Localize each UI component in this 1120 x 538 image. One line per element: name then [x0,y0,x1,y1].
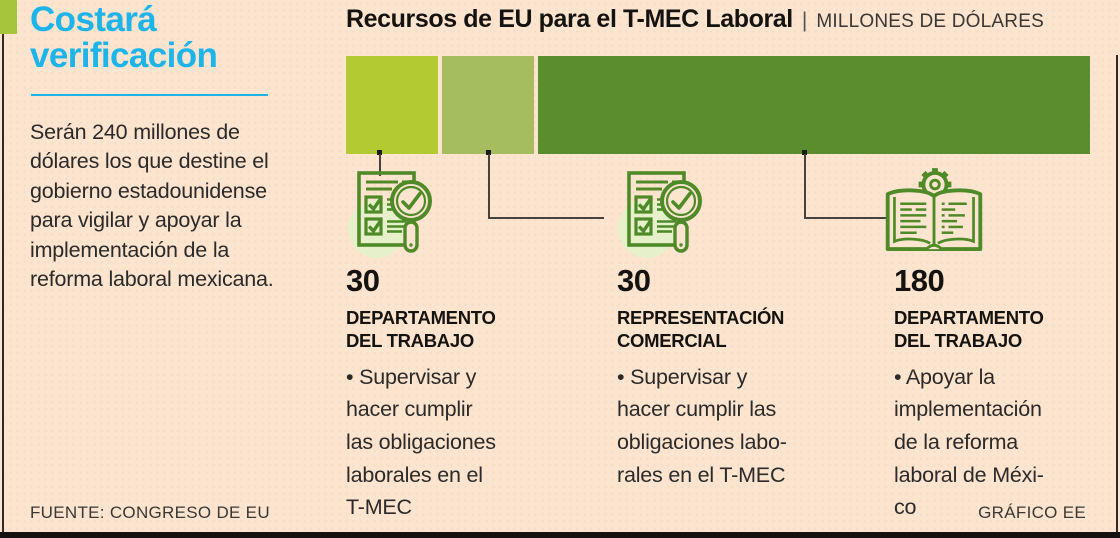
segment-label-2: 30 REPRESENTACIÓN COMERCIAL • Supervisar… [617,263,807,491]
connector-dot-1 [377,150,382,155]
connector-line-2-vertical [488,154,490,218]
chart-units-label: MILLONES DE DÓLARES [816,11,1044,32]
segment-description: • Supervisar y hacer cumplir las obligac… [617,364,787,487]
bar-segment-1 [346,56,438,154]
title-underline [31,94,268,96]
chart-title-separator: | [801,9,808,32]
corner-accent-square [0,0,17,34]
connector-dot-3 [802,150,807,155]
right-border-rule [1116,55,1118,538]
stacked-bar [346,56,1090,154]
segment-label-1: 30 DEPARTAMENTO DEL TRABAJO • Supervisar… [346,263,526,524]
left-border-rule [2,33,4,538]
source-credit: FUENTE: CONGRESO DE EU [30,503,270,522]
connector-line-3-vertical [804,154,806,218]
chart-header: Recursos de EU para el T-MEC Laboral | M… [346,5,1044,34]
bar-segment-3 [538,56,1090,154]
connector-dot-2 [486,150,491,155]
intro-paragraph: Serán 240 millones de dólares los que de… [30,120,274,292]
segment-department: DEPARTAMENTO DEL TRABAJO [894,307,1044,352]
segment-description: • Apoyar la implementación de la reforma… [894,364,1044,520]
checklist-magnifier-icon [348,171,432,260]
connector-line-1 [379,154,381,176]
segment-value: 30 [617,263,651,298]
bottom-border-bar [0,532,1120,538]
checklist-magnifier-icon [618,171,702,260]
segment-department: REPRESENTACIÓN COMERCIAL [617,307,785,352]
segment-value: 180 [894,263,945,298]
graphic-credit: GRÁFICO EE [978,503,1086,522]
connector-line-3-horizontal [804,217,888,219]
bar-segment-2 [442,56,534,154]
segment-department: DEPARTAMENTO DEL TRABAJO [346,307,496,352]
connector-line-2-horizontal [488,217,604,219]
segment-description: • Supervisar y hacer cumplir las obligac… [346,364,496,520]
chart-title: Recursos de EU para el T-MEC Laboral [346,5,793,33]
book-gear-icon [880,165,988,258]
segment-value: 30 [346,263,380,298]
page-title: Costará verificación [30,0,218,76]
segment-label-3: 180 DEPARTAMENTO DEL TRABAJO • Apoyar la… [894,263,1069,524]
